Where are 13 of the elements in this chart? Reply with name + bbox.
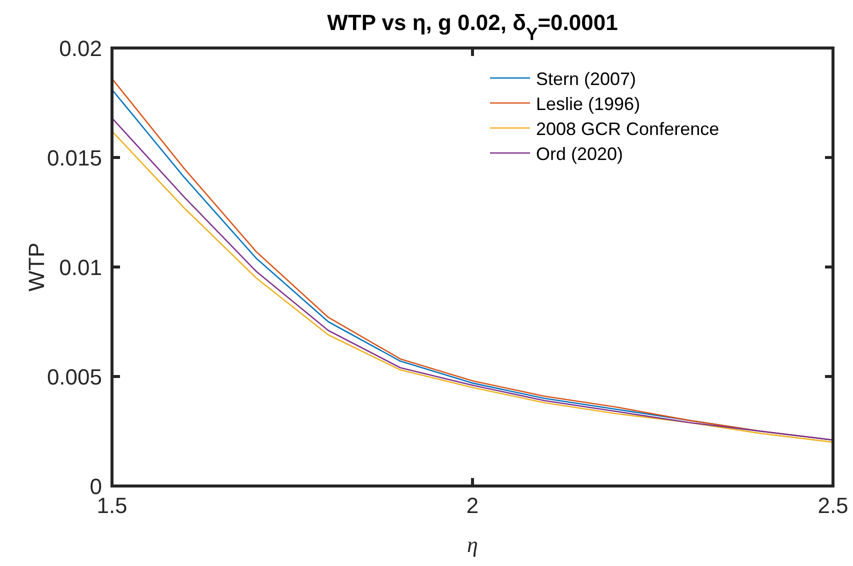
y-tick-label: 0.005 [46,364,102,390]
y-tick-label: 0.02 [59,36,102,61]
y-tick-label: 0.015 [46,146,102,170]
chart-title: WTP vs η, g 0.02, δ$_{Y}$=0.0001 [327,10,618,44]
x-tick-label: 2 [466,493,479,518]
legend-label: Leslie (1996) [536,94,640,114]
legend-label: Stern (2007) [536,69,636,89]
x-axis-title: η [467,532,478,557]
x-tick-label: 2.5 [818,493,848,518]
legend-label: Ord (2020) [536,144,624,164]
y-axis-title: WTP [24,242,49,292]
y-tick-label: 0.01 [59,255,102,280]
legend-label: 2008 GCR Conference [536,119,720,139]
